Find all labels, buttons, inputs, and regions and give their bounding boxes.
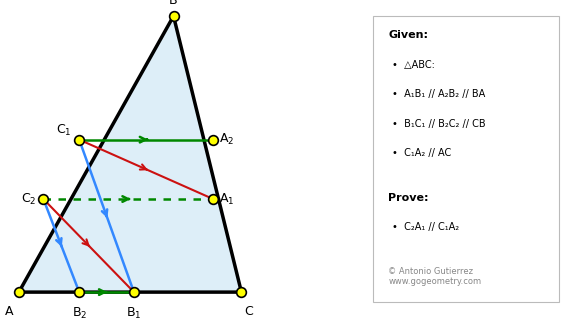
- Text: •  C₂A₁ // C₁A₂: • C₂A₁ // C₁A₂: [392, 222, 459, 232]
- Text: C$_1$: C$_1$: [56, 122, 72, 138]
- Text: •  C₁A₂ // AC: • C₁A₂ // AC: [392, 148, 452, 159]
- Text: •  B₁C₁ // B₂C₂ // CB: • B₁C₁ // B₂C₂ // CB: [392, 119, 486, 129]
- Text: © Antonio Gutierrez
www.gogeometry.com: © Antonio Gutierrez www.gogeometry.com: [388, 266, 481, 286]
- Text: B$_1$: B$_1$: [126, 305, 142, 321]
- Text: B: B: [169, 0, 178, 6]
- Text: C$_2$: C$_2$: [21, 191, 36, 207]
- Text: Prove:: Prove:: [388, 193, 428, 203]
- Text: •  A₁B₁ // A₂B₂ // BA: • A₁B₁ // A₂B₂ // BA: [392, 89, 485, 100]
- Text: A$_2$: A$_2$: [218, 132, 234, 147]
- Text: A: A: [5, 305, 14, 318]
- Text: Given:: Given:: [388, 30, 428, 40]
- Text: C: C: [244, 305, 253, 318]
- Text: •  △ABC:: • △ABC:: [392, 60, 435, 70]
- Text: B$_2$: B$_2$: [72, 305, 87, 321]
- Polygon shape: [19, 16, 242, 292]
- Text: A$_1$: A$_1$: [218, 191, 234, 207]
